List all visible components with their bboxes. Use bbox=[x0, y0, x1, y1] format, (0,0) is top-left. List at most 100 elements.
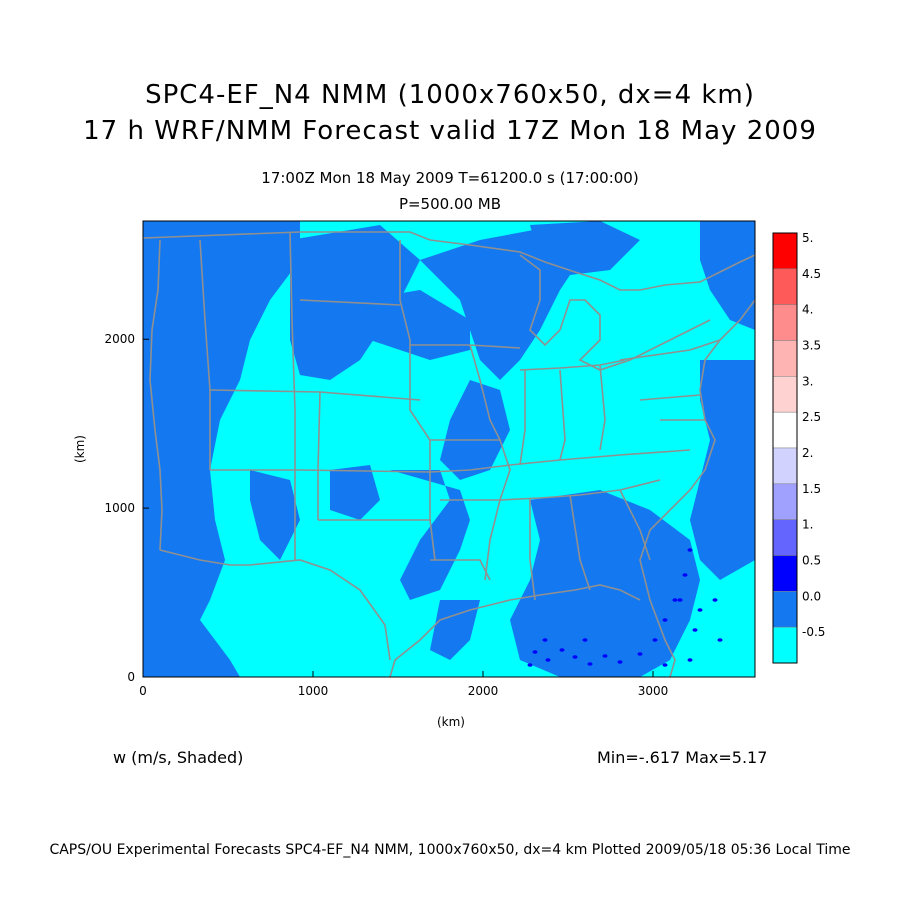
colorbar-label: 2. bbox=[802, 446, 813, 460]
colorbar-swatch bbox=[772, 268, 798, 305]
updraft-cell bbox=[672, 598, 678, 602]
great-lakes-outline bbox=[519, 254, 711, 371]
colorbar-swatch bbox=[772, 483, 798, 520]
updraft-cell bbox=[532, 650, 538, 654]
pressure-level-label: P=500.00 MB bbox=[398, 195, 502, 213]
colorbar-swatch bbox=[772, 340, 798, 377]
colorbar-swatch bbox=[772, 555, 798, 592]
updraft-cell bbox=[545, 658, 551, 662]
y-tick-label: 0 bbox=[127, 670, 135, 684]
northern-plains-updraft-band bbox=[360, 290, 470, 360]
state-line-18 bbox=[529, 498, 536, 601]
state-line-23 bbox=[639, 394, 701, 401]
updraft-cell bbox=[687, 548, 693, 552]
x-tick-label: 0 bbox=[139, 684, 147, 698]
y-axis-label: (km) bbox=[73, 435, 87, 463]
colorbar-label: 5. bbox=[802, 231, 813, 245]
state-line-3 bbox=[299, 299, 401, 306]
us-canada-border bbox=[143, 231, 755, 291]
state-line-22 bbox=[619, 339, 721, 361]
updraft-cell bbox=[677, 598, 683, 602]
colorbar-swatch bbox=[772, 519, 798, 556]
colorbar-swatch bbox=[772, 447, 798, 485]
east-coast-updraft-region bbox=[690, 360, 755, 580]
colorbar-label: 1. bbox=[802, 518, 813, 532]
updraft-cell bbox=[717, 638, 723, 642]
updraft-cell bbox=[687, 658, 693, 662]
updraft-cell bbox=[617, 660, 623, 664]
colorbar-swatch bbox=[772, 304, 798, 341]
colorbar-label: -0.5 bbox=[802, 625, 825, 639]
colorbar-swatch bbox=[772, 626, 798, 664]
updraft-regions bbox=[143, 221, 755, 677]
updraft-cell bbox=[652, 638, 658, 642]
gulf-updraft-region bbox=[430, 600, 480, 660]
map-frame bbox=[142, 220, 756, 678]
x-axis-ticks: 0 1000 2000 3000 bbox=[139, 671, 668, 698]
central-updraft-band bbox=[330, 465, 380, 520]
x-tick-label: 1000 bbox=[298, 684, 329, 698]
title-line-2: 17 h WRF/NMM Forecast valid 17Z Mon 18 M… bbox=[83, 116, 817, 146]
state-line-9 bbox=[429, 449, 691, 473]
gulf-coast bbox=[389, 584, 641, 677]
min-max-label: Min=-.617 Max=5.17 bbox=[597, 748, 768, 767]
state-line-13 bbox=[519, 370, 526, 466]
y-axis-ticks: 0 1000 2000 bbox=[104, 332, 149, 684]
x-tick-label: 3000 bbox=[638, 684, 669, 698]
colorbar-swatch bbox=[772, 411, 798, 449]
updraft-cell bbox=[559, 648, 565, 652]
colorbar-label: 0.0 bbox=[802, 589, 821, 603]
x-axis-label: (km) bbox=[437, 715, 465, 729]
ohio-valley-updraft-band bbox=[440, 380, 510, 480]
updraft-cell bbox=[712, 598, 718, 602]
updraft-cell bbox=[637, 652, 643, 656]
western-updraft-region bbox=[143, 221, 300, 677]
updraft-cell bbox=[582, 638, 588, 642]
colorbar-swatch bbox=[772, 376, 798, 413]
colorbar-label: 3. bbox=[802, 374, 813, 388]
pacific-coast bbox=[149, 239, 163, 551]
colorbar-label: 4.5 bbox=[802, 267, 821, 281]
updraft-cell bbox=[527, 663, 533, 667]
colorbar-label: 2.5 bbox=[802, 410, 821, 424]
colorbar-swatch bbox=[772, 232, 798, 270]
updraft-cell bbox=[697, 608, 703, 612]
y-tick-label: 1000 bbox=[104, 501, 135, 515]
state-line-12 bbox=[469, 344, 511, 581]
updraft-cell bbox=[662, 663, 668, 667]
lake-superior-updraft bbox=[530, 221, 640, 275]
state-line-6 bbox=[210, 469, 431, 473]
updraft-cell bbox=[682, 573, 688, 577]
title-line-1: SPC4-EF_N4 NMM (1000x760x50, dx=4 km) bbox=[145, 80, 755, 110]
east-gulf-updraft-region bbox=[600, 540, 660, 660]
strong-updraft-cells bbox=[527, 548, 723, 667]
updraft-cell bbox=[692, 628, 698, 632]
southwest-updraft-blob bbox=[250, 470, 300, 560]
colorbar-label: 1.5 bbox=[802, 482, 821, 496]
colorbar-label: 3.5 bbox=[802, 339, 821, 353]
mexico-updraft-region bbox=[143, 600, 240, 677]
state-line-19 bbox=[569, 494, 591, 591]
state-line-21 bbox=[430, 559, 491, 581]
colorbar-frame bbox=[772, 232, 798, 664]
updraft-cell bbox=[662, 618, 668, 622]
x-tick-label: 2000 bbox=[468, 684, 499, 698]
colorbar: 5. 4.5 4. 3.5 3. 2.5 2. 1.5 1. 0.5 0.0 -0.5 bbox=[772, 231, 825, 664]
updraft-cell bbox=[587, 662, 593, 666]
state-line-20 bbox=[619, 489, 651, 561]
state-line-17 bbox=[440, 479, 661, 501]
us-mexico-border bbox=[159, 549, 391, 661]
updraft-cell bbox=[542, 638, 548, 642]
footer-credit: CAPS/OU Experimental Forecasts SPC4-EF_N… bbox=[49, 842, 851, 858]
state-line-1 bbox=[199, 239, 211, 470]
state-line-16 bbox=[599, 364, 606, 451]
state-line-14 bbox=[559, 369, 566, 461]
updraft-cell bbox=[602, 654, 608, 658]
southern-plains-updraft-band bbox=[390, 470, 470, 600]
atlantic-coast bbox=[639, 299, 755, 677]
variable-label: w (m/s, Shaded) bbox=[113, 748, 244, 767]
field-plot bbox=[143, 221, 755, 677]
colorbar-label: 0.5 bbox=[802, 554, 821, 568]
updraft-cell bbox=[572, 655, 578, 659]
